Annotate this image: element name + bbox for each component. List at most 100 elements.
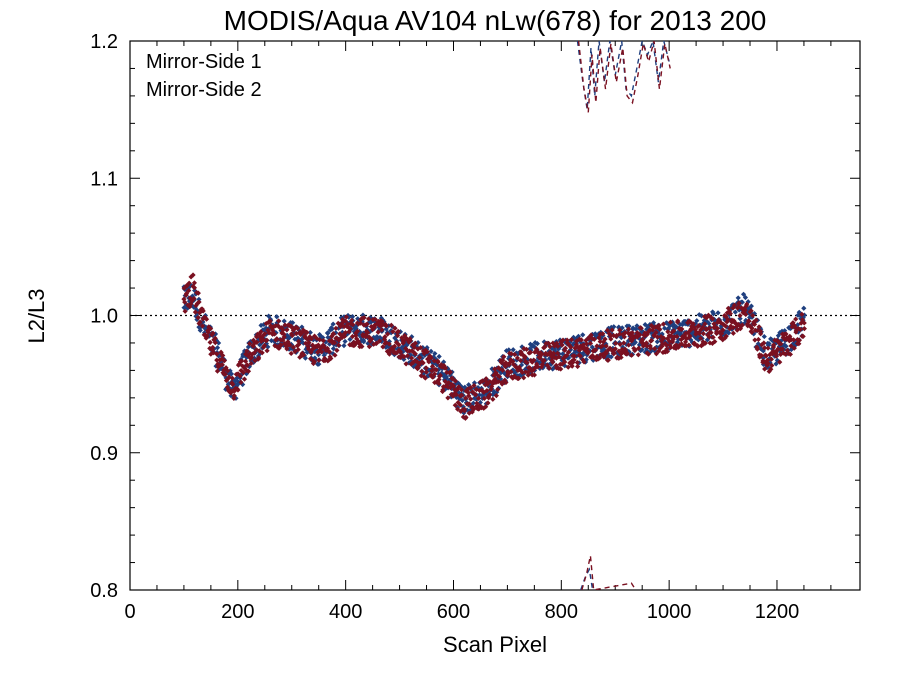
series-1-point [695,337,701,343]
series-2-point [667,338,673,345]
series-1-point [679,321,686,328]
series-1-point [589,344,595,350]
series-2-point [452,390,458,396]
series-1-point [742,294,749,301]
series-2-point [750,312,756,319]
series-2-point [450,383,457,389]
series-2-point [695,324,701,330]
series-2-point [468,396,474,402]
series-2-point [718,320,724,326]
series-2-point [773,353,780,359]
series-2-point [617,331,623,337]
series-2-point [696,330,702,336]
series-1-point [346,314,352,320]
series-1-point [745,299,751,305]
series-2-point [490,396,496,402]
series-2-point [748,308,754,314]
series-2-point [675,344,682,350]
series-2-point [195,314,201,321]
series-2-point [181,296,187,302]
series-2-point [743,311,749,317]
series-2-point [779,346,785,352]
series-2-point [584,345,590,352]
series-2-point [716,329,722,335]
series-2-point [375,329,381,335]
series-2-point [274,336,280,342]
series-2-point [757,354,763,360]
series-2-point [698,335,704,341]
series-2-point [503,360,509,366]
series-1-point [610,345,616,351]
series-2-point [466,401,472,407]
series-2-point [283,343,289,350]
series-1-point [395,345,401,351]
series-2-point [481,389,487,395]
series-2-point [564,337,570,343]
series-2-point [533,346,540,352]
series-2-point [572,353,578,359]
series-2-point [662,340,668,347]
series-2-point [608,333,614,339]
series-2-point [314,335,320,342]
series-1-point [636,342,643,348]
series-1-point [739,299,745,305]
series-2-point [799,317,806,323]
series-2-point [311,359,317,365]
series-1-point [321,352,327,358]
series-2-point [604,327,611,333]
series-2-point [522,355,528,361]
series-1-point [566,355,572,361]
series-2-point [455,406,461,412]
series-2-point [221,367,227,373]
series-2-point [463,395,469,401]
series-2-point [534,361,540,367]
series-1-point [288,345,294,351]
series-2-point [778,351,784,358]
series-2-point [357,320,364,326]
series-2-point [291,326,297,332]
series-2-point [336,336,342,343]
series-2-point [440,384,447,390]
series-2-point [566,342,572,348]
series-2-point [342,329,349,336]
series-2-point [240,369,246,376]
series-1-point [783,343,789,349]
series-1-point [506,354,513,360]
series-2-point [562,347,568,353]
series-1-point [619,325,625,331]
series-2-point [300,327,306,333]
series-2-point [267,319,273,325]
series-1-point [347,336,353,342]
series-2-point [551,343,558,349]
series-2-point [511,362,517,368]
series-2-point [281,331,287,337]
series-1-point [751,311,758,317]
x-tick-label: 600 [437,601,470,623]
series-1-point [433,356,439,362]
series-2-point [350,322,356,328]
series-2-point [760,358,766,364]
series-2-point [648,322,655,329]
series-2-point [755,336,762,343]
series-2-point [727,326,733,332]
series-2-point [375,318,382,325]
series-1-point [234,383,240,389]
series-2-point [644,343,650,349]
series-1-point [618,335,624,341]
series-2-point [756,324,762,330]
series-2-point [719,331,725,337]
series-1-point [460,404,466,410]
series-2-point [504,369,511,375]
series-1-point [320,335,326,341]
series-2-point [259,350,265,356]
series-2-point [457,402,464,408]
series-2-point [702,340,709,346]
series-2-point [730,325,736,331]
series-2-point [705,312,712,318]
series-2-point [629,333,636,339]
series-2-point [708,314,714,320]
series-2-point [613,340,619,346]
series-2-point [712,324,718,330]
series-2-point [210,344,216,351]
series-2-point [567,360,573,366]
